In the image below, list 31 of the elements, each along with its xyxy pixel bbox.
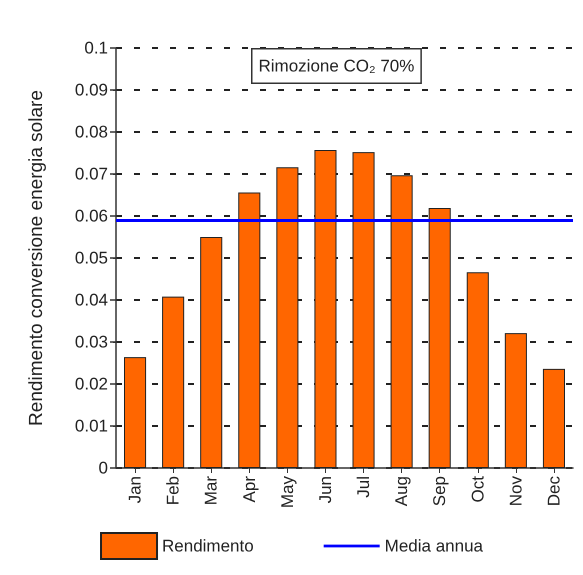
x-tick-label: Feb bbox=[164, 476, 183, 506]
x-tick-label: Aug bbox=[392, 476, 412, 506]
x-tick-label: Apr bbox=[240, 476, 259, 502]
x-tick-label: Jun bbox=[316, 476, 335, 504]
y-tick-label: 0.05 bbox=[74, 248, 108, 268]
x-tick-label: Sep bbox=[430, 476, 450, 506]
y-tick-label: 0 bbox=[98, 458, 108, 478]
x-tick-label: Mar bbox=[202, 476, 221, 506]
bar bbox=[504, 333, 527, 468]
y-tick-label: 0.09 bbox=[74, 80, 108, 100]
y-tick-label: 0.06 bbox=[74, 206, 108, 226]
y-tick-label: 0.01 bbox=[74, 416, 108, 436]
y-tick-label: 0.03 bbox=[74, 332, 108, 352]
y-tick-label: 0.1 bbox=[84, 38, 108, 58]
bar bbox=[162, 296, 184, 468]
y-tick-label: 0.02 bbox=[74, 374, 108, 394]
annotation: Rimozione CO₂ 70% bbox=[258, 56, 414, 76]
bar bbox=[124, 357, 146, 468]
x-tick-label: Jan bbox=[126, 476, 145, 504]
y-tick-label: 0.04 bbox=[74, 290, 108, 310]
x-tick-label: Jul bbox=[354, 476, 374, 498]
y-tick-label: 0.08 bbox=[74, 122, 108, 142]
x-tick-label: May bbox=[278, 476, 297, 508]
legend-label: Rendimento bbox=[162, 536, 254, 556]
x-tick-label: Nov bbox=[506, 476, 526, 506]
legend-label: Media annua bbox=[384, 536, 484, 556]
bar bbox=[466, 272, 489, 468]
x-tick-label: Dec bbox=[544, 476, 564, 506]
y-tick-label: 0.07 bbox=[74, 164, 108, 184]
y-axis-title: Rendimento conversione energia solare bbox=[26, 90, 47, 426]
x-tick-label: Oct bbox=[468, 476, 488, 502]
